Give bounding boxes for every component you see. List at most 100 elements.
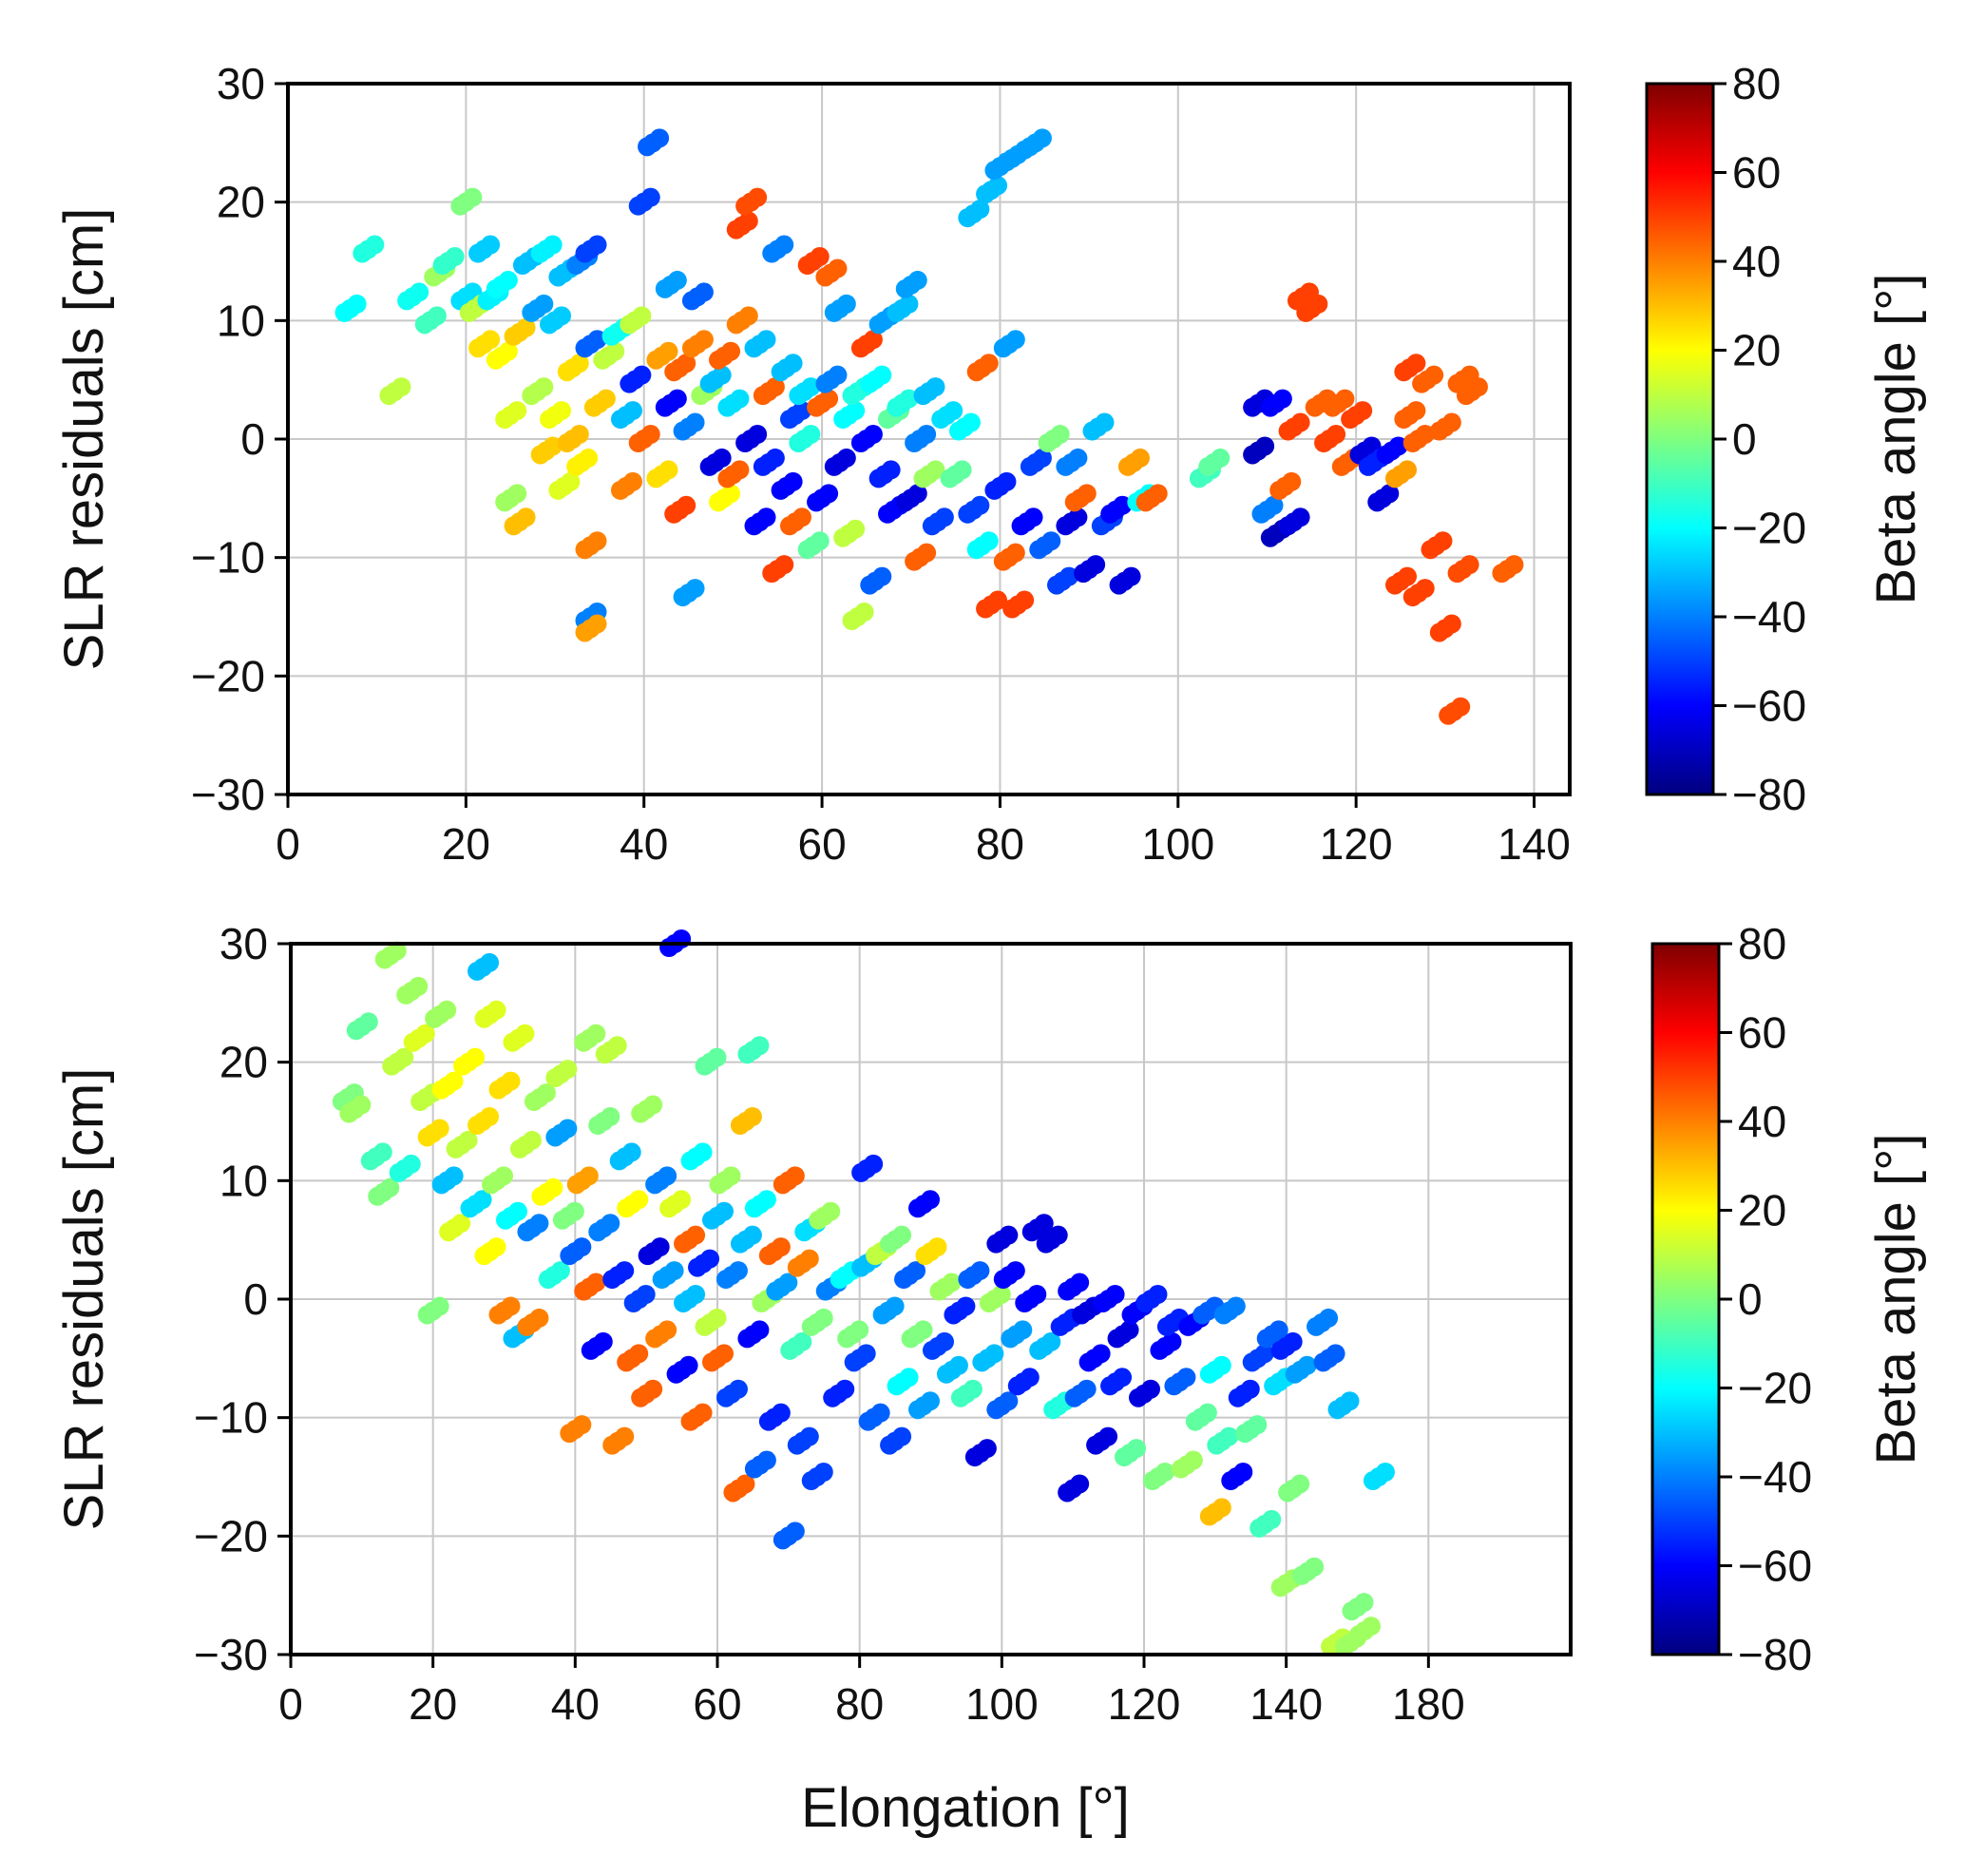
y-tick-label-top: 0 (240, 414, 265, 464)
scatter-point-top (1074, 555, 1106, 584)
scatter-point-top (1402, 425, 1435, 452)
scatter-point-bottom (837, 1320, 869, 1349)
scatter-point-bottom (538, 1261, 570, 1290)
scatter-point-top (815, 258, 848, 287)
x-tick-label-bottom: 80 (835, 1679, 884, 1729)
x-tick-label-top: 100 (1141, 819, 1214, 869)
scatter-point-top (735, 187, 768, 216)
scatter-point-top (486, 341, 518, 370)
scatter-point-top (1269, 471, 1302, 500)
y-tick-label-bottom: −20 (194, 1511, 268, 1560)
scatter-point-bottom (1078, 1344, 1111, 1372)
scatter-point-bottom (702, 1201, 734, 1230)
scatter-point-bottom (503, 1024, 535, 1052)
scatter-point-bottom (396, 976, 429, 1005)
scatter-point-bottom (346, 1012, 378, 1041)
scatter-point-bottom (638, 1237, 670, 1266)
scatter-point-top (958, 200, 990, 228)
scatter-point-top (1341, 401, 1373, 430)
x-tick-label-bottom: 60 (693, 1679, 741, 1729)
scatter-point-top (1402, 579, 1435, 607)
scatter-point-bottom (1242, 1344, 1274, 1372)
scatter-point-top (753, 377, 785, 406)
y-tick-label-top: −20 (191, 651, 265, 700)
y-tick-label-top: 30 (217, 59, 265, 108)
y-axis-title-top: SLR residuals [cm] (53, 208, 115, 671)
scatter-point-top (762, 235, 794, 263)
scatter-point-top (699, 365, 732, 393)
scatter-point-bottom (617, 1344, 649, 1372)
y-tick-label-top: 10 (217, 296, 265, 345)
scatter-point-top (530, 235, 563, 263)
scatter-point-top (940, 460, 972, 488)
colorbar-top-ticks: 80 60 40 20 0 −20 −40 −60 −80 (1713, 59, 1806, 819)
scatter-point-top (628, 425, 660, 452)
scatter-point-top (1314, 425, 1346, 452)
scatter-point-bottom (1142, 1463, 1174, 1490)
scatter-point-bottom (823, 1379, 855, 1407)
colorbar-tick-label-bottom: 80 (1738, 919, 1786, 968)
scatter-point-bottom (858, 1403, 890, 1431)
scatter-point-top (717, 460, 750, 488)
scatter-point-top (1109, 566, 1141, 595)
scatter-point-top (1198, 448, 1231, 476)
scatter-point-bottom (1029, 1331, 1061, 1360)
scatter-point-bottom (566, 1166, 599, 1195)
scatter-point-bottom (467, 952, 500, 981)
scatter-point-bottom (602, 1261, 635, 1290)
scatter-point-top (1117, 448, 1150, 476)
scatter-point-bottom (880, 1426, 912, 1455)
colorbar-tick-label-top: −20 (1732, 504, 1806, 553)
scatter-point-top (833, 401, 866, 430)
scatter-point-bottom (766, 1273, 798, 1301)
scatter-point-top (664, 354, 696, 382)
scatter-point-bottom (1235, 1415, 1268, 1444)
x-tick-label-bottom: 100 (965, 1679, 1039, 1729)
scatter-point-bottom (801, 1463, 833, 1490)
scatter-point-bottom (545, 1060, 578, 1088)
colorbar-tick-label-top: 60 (1732, 148, 1781, 198)
scatter-point-top (735, 425, 768, 452)
scatter-point-top (1278, 412, 1310, 441)
colorbar-tick-label-top: 20 (1732, 326, 1781, 375)
scatter-point-bottom (844, 1344, 876, 1372)
colorbar-tick-label-top: −80 (1732, 770, 1806, 819)
scatter-point-bottom (680, 1403, 713, 1431)
scatter-point-bottom (695, 1308, 727, 1336)
scatter-point-bottom (922, 1331, 954, 1360)
scatter-point-top (807, 484, 839, 512)
scatter-point-top (522, 377, 554, 406)
x-tick-label-bottom: 0 (278, 1679, 303, 1729)
scatter-point-top (540, 401, 572, 430)
colorbar-top: 80 60 40 20 0 −20 −40 −60 −80 Beta angle [°] (1645, 59, 1927, 819)
y-ticks-bottom: 30 20 10 0 −10 −20 −30 (194, 919, 291, 1679)
scatter-point-bottom (1185, 1403, 1217, 1431)
scatter-point-top (583, 389, 616, 417)
scatter-point-top (1394, 401, 1426, 430)
scatter-point-bottom (666, 1355, 698, 1384)
scatter-point-bottom (950, 1379, 982, 1407)
scatter-point-top (966, 354, 999, 382)
scatter-point-bottom (1015, 1285, 1047, 1312)
scatter-point-top (620, 365, 652, 393)
scatter-point-bottom (1086, 1426, 1118, 1455)
scatter-point-bottom (488, 1296, 521, 1325)
y-tick-label-bottom: 0 (243, 1274, 268, 1324)
scatter-point-top (1020, 448, 1052, 476)
scatter-point-top (397, 282, 429, 311)
scatter-point-top (1020, 128, 1052, 157)
scatter-point-top (540, 306, 572, 335)
x-ticks-bottom: 0 20 40 60 80 100 120 140 180 (278, 1655, 1465, 1729)
scatter-point-bottom (715, 1379, 748, 1407)
colorbar-bottom: 80 60 40 20 0 −20 −40 −60 −80 Beta angle [°] (1650, 919, 1927, 1679)
scatter-point-top (1056, 507, 1088, 536)
colorbar-tick-label-top: 0 (1732, 414, 1757, 464)
scatter-point-top (575, 235, 607, 263)
scatter-point-bottom (1348, 1617, 1381, 1645)
scatter-point-top (1429, 614, 1461, 642)
scatter-point-bottom (1228, 1379, 1260, 1407)
scatter-point-bottom (787, 1249, 819, 1277)
scatter-point-bottom (1064, 1379, 1097, 1407)
